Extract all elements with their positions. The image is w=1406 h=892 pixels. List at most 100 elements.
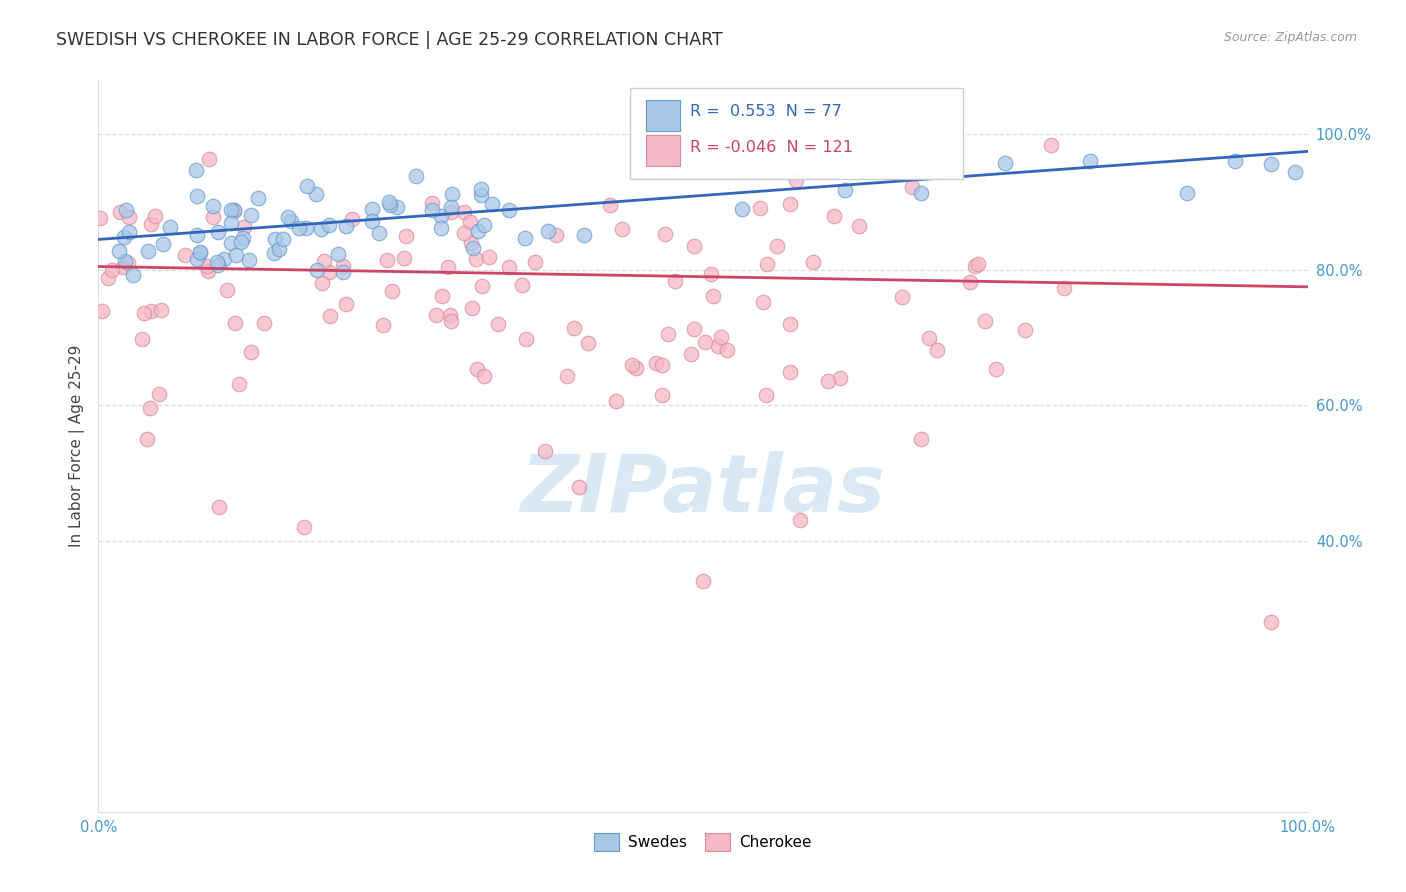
Point — [731, 202, 754, 216]
Point — [149, 302, 172, 317]
Point — [572, 228, 595, 243]
Point — [225, 247, 247, 261]
Point — [994, 155, 1017, 169]
Point — [228, 377, 250, 392]
Point — [201, 199, 224, 213]
Point — [222, 202, 245, 217]
Point — [229, 235, 252, 250]
Point — [679, 347, 702, 361]
Point — [90, 303, 112, 318]
Point — [749, 201, 772, 215]
Point — [135, 432, 157, 446]
Point — [702, 288, 724, 302]
Point — [651, 388, 673, 402]
Point — [966, 257, 988, 271]
Point — [651, 358, 673, 372]
Point — [118, 210, 141, 224]
Point — [318, 218, 340, 232]
Point — [486, 317, 509, 331]
Point — [765, 239, 787, 253]
Point — [186, 163, 208, 178]
Point — [755, 388, 778, 402]
Point — [219, 216, 242, 230]
Point — [664, 274, 686, 288]
FancyBboxPatch shape — [630, 87, 963, 179]
Y-axis label: In Labor Force | Age 25-29: In Labor Force | Age 25-29 — [69, 345, 86, 547]
Point — [626, 360, 648, 375]
Point — [823, 209, 845, 223]
Point — [470, 182, 492, 196]
Point — [295, 178, 318, 193]
Point — [112, 260, 135, 274]
Point — [264, 232, 287, 246]
Point — [918, 331, 941, 345]
Point — [224, 203, 246, 218]
Point — [779, 317, 801, 331]
Point — [224, 316, 246, 330]
Point — [238, 252, 260, 267]
Point — [221, 202, 243, 217]
Point — [197, 264, 219, 278]
Point — [465, 362, 488, 376]
Point — [139, 218, 162, 232]
Point — [318, 265, 340, 279]
Point — [394, 228, 416, 243]
Point — [208, 500, 231, 514]
Point — [1260, 615, 1282, 629]
Point — [420, 196, 443, 211]
Point — [287, 220, 309, 235]
Point — [1078, 153, 1101, 168]
Point — [371, 318, 394, 332]
Point — [207, 258, 229, 272]
Point — [599, 197, 621, 211]
Point — [340, 212, 363, 227]
Point — [478, 250, 501, 264]
Point — [186, 228, 208, 243]
Point — [110, 205, 132, 219]
Point — [309, 222, 332, 236]
Point — [706, 339, 728, 353]
Point — [186, 189, 208, 203]
Point — [461, 241, 484, 255]
Point — [253, 316, 276, 330]
Point — [188, 245, 211, 260]
Point — [513, 230, 536, 244]
Point — [292, 520, 315, 534]
Point — [1014, 323, 1036, 337]
Point — [576, 336, 599, 351]
Point — [159, 220, 181, 235]
Point — [378, 198, 401, 212]
Point — [368, 226, 391, 240]
Point — [498, 260, 520, 274]
Point — [97, 271, 120, 285]
Point — [472, 219, 495, 233]
Point — [405, 169, 427, 184]
Point — [375, 252, 398, 267]
Point — [984, 361, 1007, 376]
Point — [361, 214, 384, 228]
Point — [1175, 186, 1198, 200]
Point — [377, 194, 399, 209]
Point — [392, 251, 415, 265]
Point — [756, 256, 779, 270]
Point — [422, 203, 444, 218]
Point — [910, 432, 932, 446]
Point — [136, 244, 159, 258]
Point — [439, 313, 461, 327]
Text: R =  0.553  N = 77: R = 0.553 N = 77 — [690, 104, 842, 120]
Point — [567, 480, 589, 494]
Point — [440, 200, 463, 214]
Point — [834, 183, 856, 197]
Point — [131, 332, 153, 346]
Text: Source: ZipAtlas.com: Source: ZipAtlas.com — [1223, 31, 1357, 45]
Point — [470, 188, 492, 202]
Point — [430, 210, 453, 224]
Point — [683, 322, 706, 336]
Point — [700, 267, 723, 281]
Point — [1260, 157, 1282, 171]
Point — [785, 173, 807, 187]
Point — [654, 227, 676, 241]
Point — [429, 220, 451, 235]
FancyBboxPatch shape — [647, 135, 681, 166]
Point — [440, 205, 463, 219]
